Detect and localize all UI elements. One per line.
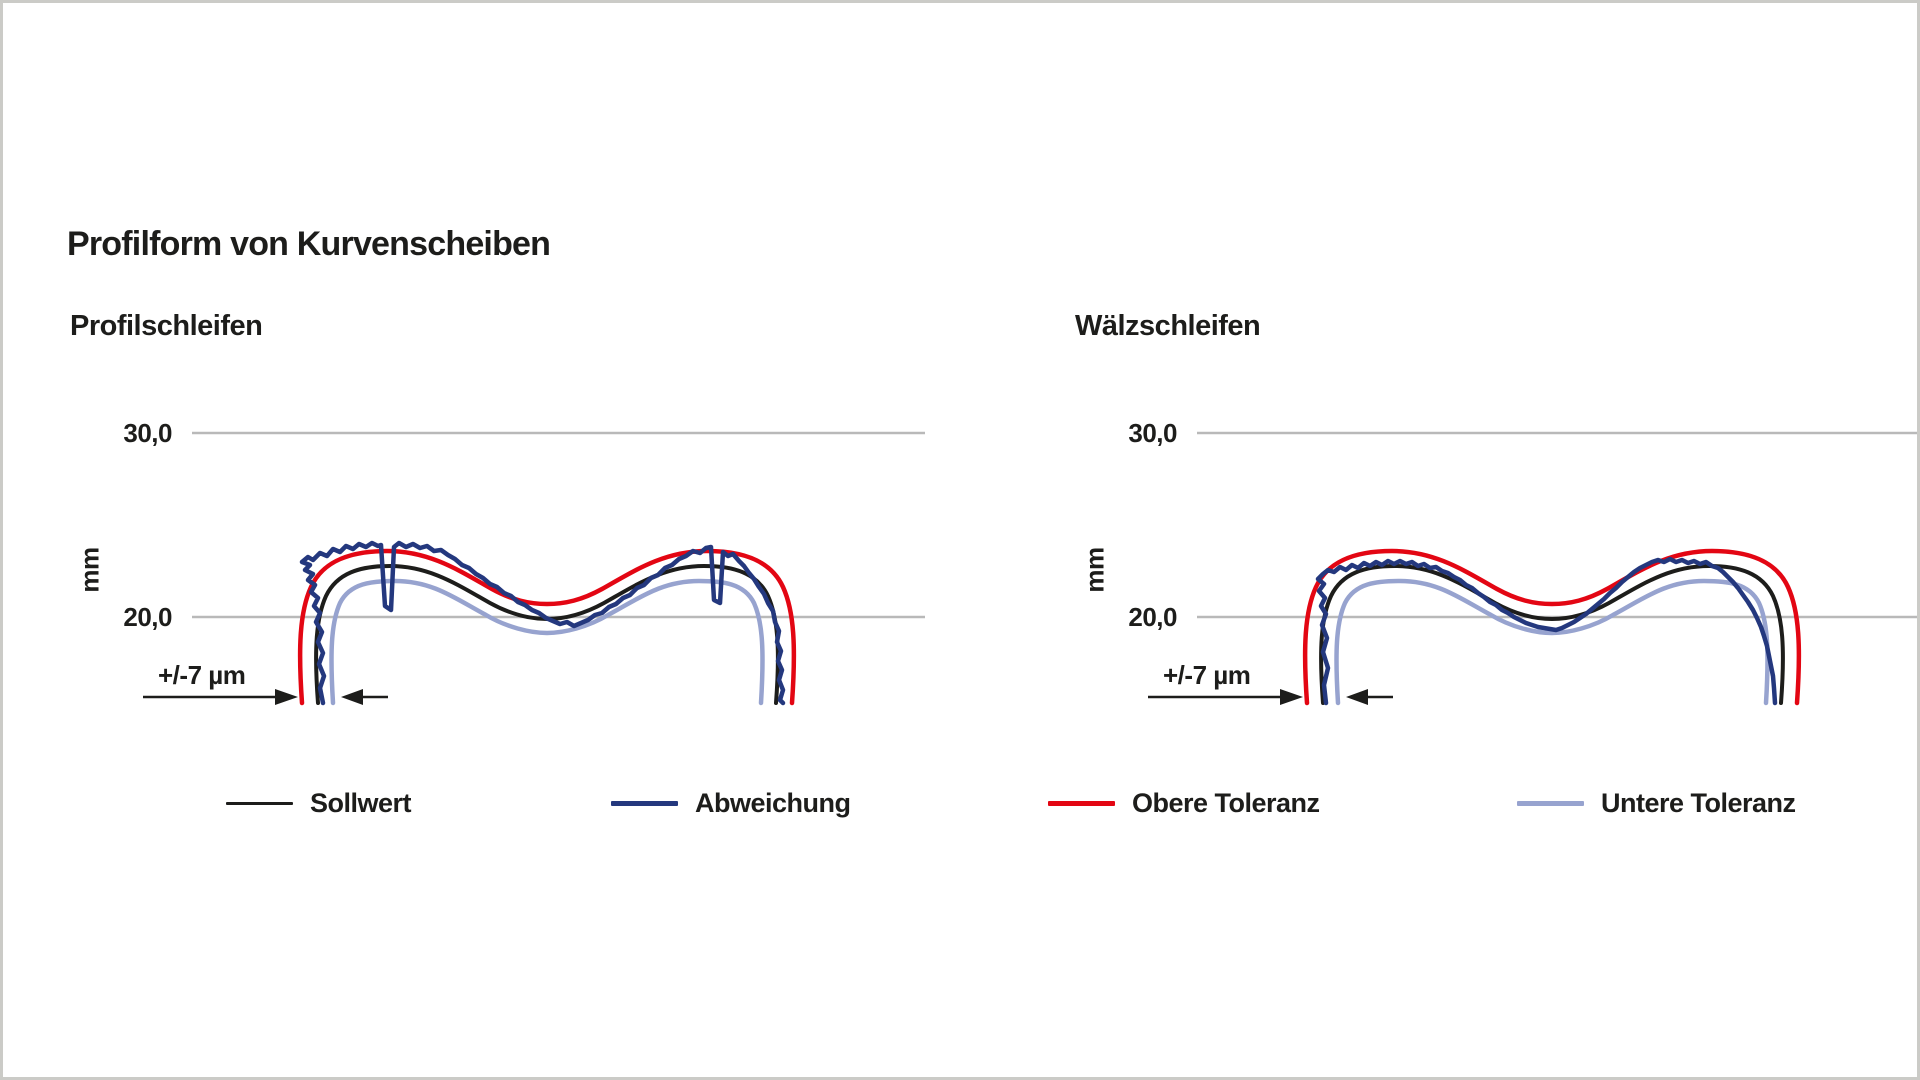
abweichung-line-swatch — [611, 800, 678, 806]
profile-plot — [143, 431, 925, 706]
chart-subtitle: Wälzschleifen — [1075, 310, 1261, 342]
untere-toleranz-line-swatch — [1517, 800, 1584, 806]
arrow-right-icon — [1280, 689, 1303, 705]
legend-item-untere-toleranz: Untere Toleranz — [1517, 786, 1796, 820]
tolerance-annotation: +/-7 µm — [1163, 660, 1251, 690]
sollwert-curve — [1319, 563, 1785, 705]
y-tick-30: 30,0 — [1128, 418, 1177, 448]
y-axis-unit-label: mm — [74, 547, 105, 593]
chart-subtitle: Profilschleifen — [70, 310, 263, 342]
arrow-right-icon — [275, 689, 298, 705]
legend-label: Sollwert — [310, 787, 412, 818]
arrow-left-icon — [341, 689, 363, 705]
legend-label: Abweichung — [695, 787, 851, 818]
y-tick-20: 20,0 — [123, 602, 172, 632]
legend-item-obere-toleranz: Obere Toleranz — [1048, 786, 1320, 820]
obere-toleranz-curve — [297, 548, 797, 706]
tolerance-arrows — [143, 689, 388, 705]
page-title: Profilform von Kurvenscheiben — [67, 224, 551, 263]
chart-waelzschleifen: Wälzschleifen 30,0 20,0 mm +/-7 µm — [1005, 0, 1920, 1080]
tolerance-annotation: +/-7 µm — [158, 660, 246, 690]
untere-toleranz-curve — [1334, 578, 1770, 706]
legend-label: Obere Toleranz — [1132, 787, 1320, 818]
profile-plot — [1148, 431, 1920, 706]
obere-toleranz-line-swatch — [1048, 800, 1115, 806]
tolerance-arrows — [1148, 689, 1393, 705]
y-tick-30: 30,0 — [123, 418, 172, 448]
abweichung-curve — [299, 540, 786, 706]
legend: Sollwert Abweichung Obere Toleranz Unter… — [0, 786, 1920, 820]
y-tick-20: 20,0 — [1128, 602, 1177, 632]
abweichung-curve — [1315, 556, 1778, 706]
arrow-left-icon — [1346, 689, 1368, 705]
y-axis-unit-label: mm — [1079, 547, 1110, 593]
legend-item-abweichung: Abweichung — [611, 786, 851, 820]
legend-label: Untere Toleranz — [1601, 787, 1796, 818]
legend-item-sollwert: Sollwert — [226, 786, 412, 820]
sollwert-line-swatch — [226, 801, 293, 805]
untere-toleranz-curve — [329, 578, 765, 706]
